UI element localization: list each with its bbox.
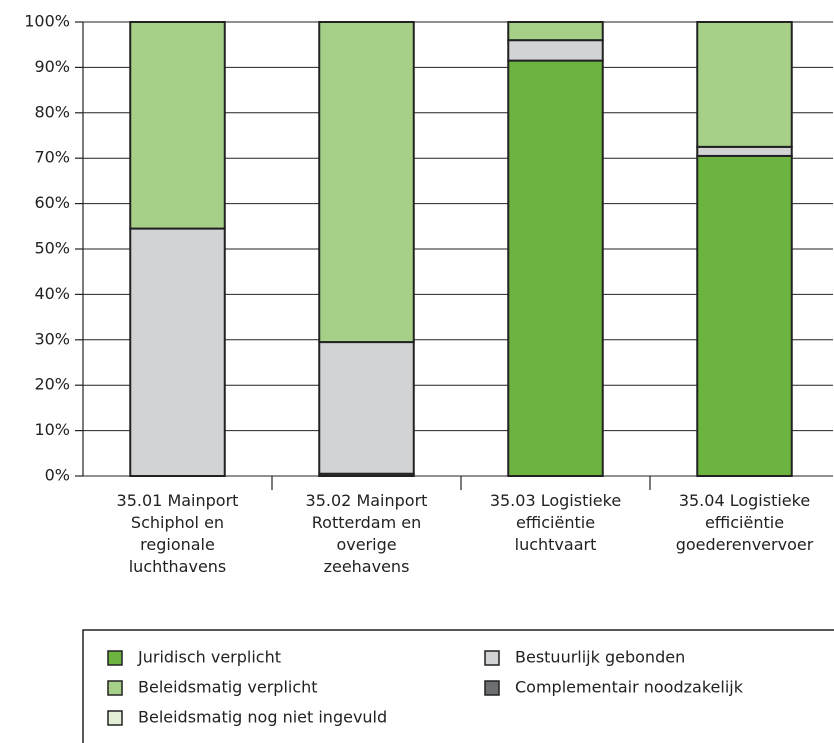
bar-segment [318,21,415,344]
bar-segment [507,39,604,62]
y-tick-label: 10% [34,420,70,439]
legend-label: Juridisch verplicht [137,648,281,667]
bar-segment [507,21,604,42]
bar-segment [129,21,226,230]
legend-swatch [484,650,500,666]
bar-segment [696,154,793,477]
legend-swatch [484,680,500,696]
y-tick-label: 70% [34,148,70,167]
legend-swatch [107,710,123,726]
bar-segment [696,21,793,148]
legend-label: Bestuurlijk gebonden [515,648,685,667]
bar-segment [507,59,604,478]
y-tick-label: 20% [34,375,70,394]
legend-box [82,629,834,743]
y-tick-label: 90% [34,57,70,76]
y-tick-label: 60% [34,193,70,212]
y-tick-label: 100% [24,12,70,31]
y-tick-label: 50% [34,239,70,258]
bar-segment [696,145,793,157]
y-tick-label: 0% [45,466,70,485]
x-tick-label: 35.04 Logistieke efficiëntie goederenver… [675,491,814,554]
bar-segment [318,341,415,475]
x-tick-label: 35.01 Mainport Schiphol en regionale luc… [116,491,239,576]
legend-label: Beleidsmatig nog niet ingevuld [138,708,387,727]
y-tick-label: 40% [34,284,70,303]
y-tick-label: 30% [34,329,70,348]
bar-segment [129,227,226,477]
legend-swatch [107,650,123,666]
legend-label: Beleidsmatig verplicht [138,678,318,697]
x-tick-label: 35.02 Mainport Rotterdam en overige zeeh… [305,491,428,576]
legend-label: Complementair noodzakelijk [515,678,744,697]
x-tick-label: 35.03 Logistieke efficiëntie luchtvaart [489,491,622,554]
legend-swatch [107,680,123,696]
y-tick-label: 80% [34,102,70,121]
